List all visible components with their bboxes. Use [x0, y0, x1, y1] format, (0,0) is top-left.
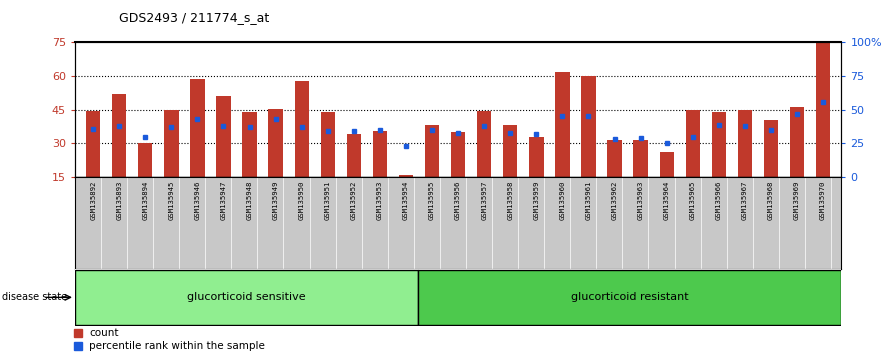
- Bar: [75, 270, 418, 325]
- Text: GSM135970: GSM135970: [820, 181, 826, 220]
- Text: glucorticoid resistant: glucorticoid resistant: [571, 292, 689, 302]
- Text: GSM135969: GSM135969: [794, 181, 800, 220]
- Bar: [581, 76, 596, 177]
- Text: GSM135946: GSM135946: [195, 181, 200, 220]
- Bar: [425, 125, 440, 177]
- Text: GSM135947: GSM135947: [220, 181, 226, 220]
- Text: GSM135960: GSM135960: [559, 181, 566, 220]
- Text: GSM135893: GSM135893: [116, 181, 122, 220]
- Text: GSM135945: GSM135945: [168, 181, 174, 220]
- Text: GSM135956: GSM135956: [455, 181, 461, 220]
- Text: GSM135965: GSM135965: [690, 181, 696, 220]
- Bar: [86, 111, 100, 177]
- Text: percentile rank within the sample: percentile rank within the sample: [89, 341, 265, 350]
- Text: GSM135950: GSM135950: [299, 181, 305, 220]
- Text: count: count: [89, 328, 118, 338]
- Text: GSM135955: GSM135955: [429, 181, 435, 220]
- Bar: [451, 132, 465, 177]
- Bar: [373, 131, 387, 177]
- Bar: [321, 112, 335, 177]
- Text: GSM135957: GSM135957: [481, 181, 487, 220]
- Text: GSM135949: GSM135949: [272, 181, 278, 220]
- Bar: [269, 109, 283, 177]
- Text: GSM135951: GSM135951: [325, 181, 330, 220]
- Text: GSM135966: GSM135966: [716, 181, 722, 220]
- Text: glucorticoid sensitive: glucorticoid sensitive: [188, 292, 306, 302]
- Text: GSM135968: GSM135968: [768, 181, 774, 220]
- Text: GSM135958: GSM135958: [507, 181, 514, 220]
- Bar: [399, 175, 413, 177]
- Text: GSM135964: GSM135964: [663, 181, 670, 220]
- Bar: [633, 140, 648, 177]
- Text: GSM135948: GSM135948: [247, 181, 253, 220]
- Text: GSM135967: GSM135967: [742, 181, 748, 220]
- Bar: [737, 110, 752, 177]
- Bar: [712, 112, 726, 177]
- Bar: [242, 112, 256, 177]
- Bar: [503, 125, 517, 177]
- Bar: [190, 80, 204, 177]
- Bar: [138, 143, 152, 177]
- Text: GSM135959: GSM135959: [533, 181, 539, 220]
- Bar: [764, 120, 778, 177]
- Text: GSM135954: GSM135954: [403, 181, 409, 220]
- Text: GSM135953: GSM135953: [377, 181, 383, 220]
- Bar: [816, 42, 830, 177]
- Bar: [418, 270, 841, 325]
- Bar: [685, 110, 700, 177]
- Bar: [112, 94, 126, 177]
- Bar: [607, 140, 622, 177]
- Bar: [217, 96, 231, 177]
- Text: GSM135952: GSM135952: [351, 181, 357, 220]
- Bar: [660, 152, 674, 177]
- Text: GSM135892: GSM135892: [90, 181, 96, 220]
- Bar: [164, 110, 179, 177]
- Bar: [346, 135, 361, 177]
- Text: GSM135894: GSM135894: [142, 181, 148, 220]
- Text: GSM135961: GSM135961: [586, 181, 591, 220]
- Text: GSM135963: GSM135963: [638, 181, 644, 220]
- Text: disease state: disease state: [2, 292, 67, 302]
- Bar: [790, 108, 804, 177]
- Text: GSM135962: GSM135962: [611, 181, 618, 220]
- Bar: [555, 72, 570, 177]
- Bar: [294, 81, 309, 177]
- Bar: [477, 111, 492, 177]
- Text: GDS2493 / 211774_s_at: GDS2493 / 211774_s_at: [119, 11, 270, 24]
- Bar: [529, 137, 544, 177]
